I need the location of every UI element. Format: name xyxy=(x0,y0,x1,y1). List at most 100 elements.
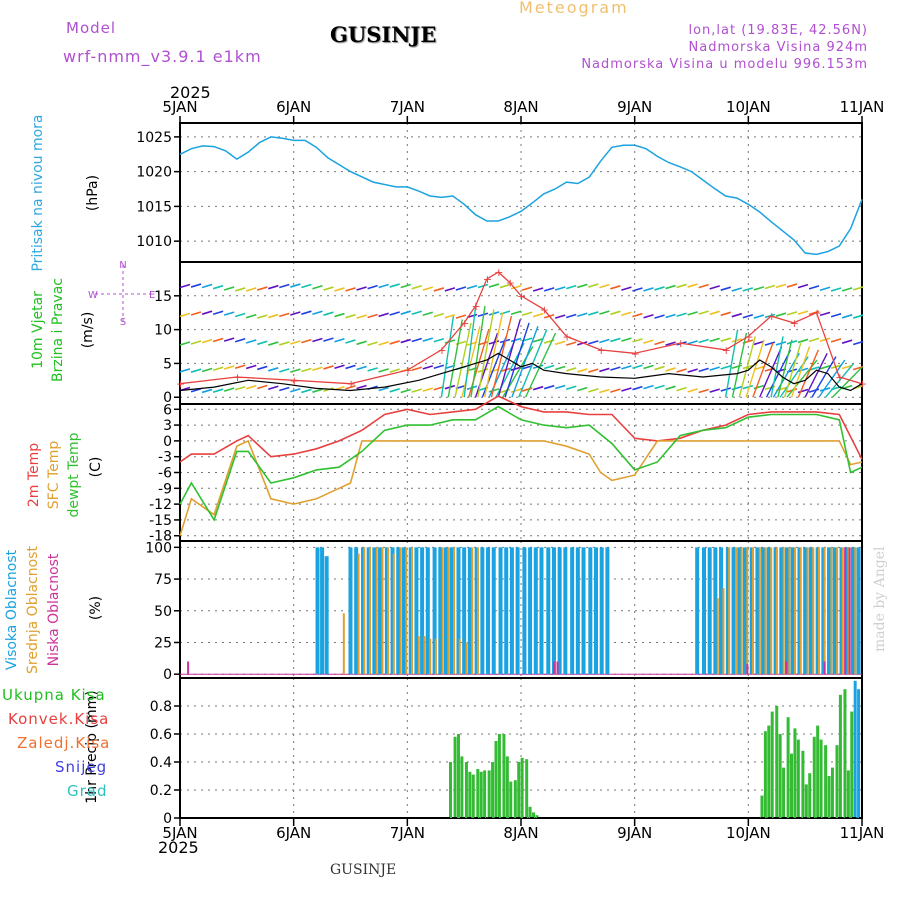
wind-barb xyxy=(577,341,588,346)
gust-marker: + xyxy=(403,364,412,377)
cloud-bar-0 xyxy=(498,547,503,675)
y-tick-label: 0.6 xyxy=(150,727,172,743)
x-tick-label-bottom: 9JAN xyxy=(617,824,652,842)
wind-barb xyxy=(440,315,455,398)
wind-barb xyxy=(279,341,290,346)
wind-barb xyxy=(323,311,334,316)
cloud-bar-0 xyxy=(378,547,383,675)
pressure-axis-label: Pritisak na nivou mora xyxy=(30,114,46,271)
x-tick-label-top: 6JAN xyxy=(276,98,311,116)
cloud-bar-1 xyxy=(764,547,767,675)
precip-bar xyxy=(517,762,521,818)
wind-barb xyxy=(643,339,654,344)
wind-barb xyxy=(742,314,754,319)
cloud-bar-1 xyxy=(836,547,839,675)
cloud-bar-1 xyxy=(806,547,809,675)
precip-bar xyxy=(464,762,468,818)
cloud-bar-1 xyxy=(847,547,850,675)
cloud-bar-2 xyxy=(823,661,826,675)
wind-barb xyxy=(290,388,301,393)
cloud-bar-0 xyxy=(401,547,406,675)
cloud-bar-0 xyxy=(742,547,747,675)
cloud-bar-0 xyxy=(695,547,700,675)
wind-barb xyxy=(190,311,202,316)
wind-barb xyxy=(411,366,422,371)
y-tick-label: 0.2 xyxy=(150,783,172,799)
y-tick-label: 10 xyxy=(154,323,172,339)
wind-barb xyxy=(841,287,853,292)
wind-barb xyxy=(599,338,610,344)
wind-barb xyxy=(770,336,784,398)
cloud-bar-0 xyxy=(725,547,730,675)
wind-barb xyxy=(378,386,389,392)
wind-barb xyxy=(566,367,577,372)
cloud-bar-0 xyxy=(486,547,491,675)
wind-barb xyxy=(554,340,566,346)
wind-barb xyxy=(852,340,864,346)
wind-barb xyxy=(698,367,709,373)
wind-barb xyxy=(532,385,544,391)
precip-bar xyxy=(513,780,517,818)
wind-unit-label: (m/s) xyxy=(80,312,96,349)
precip-bar xyxy=(760,795,764,818)
wind-barb xyxy=(745,339,765,398)
wind-barb xyxy=(279,312,290,318)
wind-barb xyxy=(841,314,853,319)
wind-barb xyxy=(808,310,820,316)
wind-barb xyxy=(621,365,632,370)
wind-barb xyxy=(698,310,709,315)
wind-barb xyxy=(577,312,588,318)
wind-barb xyxy=(234,386,246,391)
gust-marker: + xyxy=(767,310,776,323)
wind-barb xyxy=(454,322,472,398)
precip-bar xyxy=(520,757,524,818)
wind-barb xyxy=(654,365,665,371)
wind-barb xyxy=(524,332,557,398)
cloud-bar-0 xyxy=(797,547,802,675)
cloud-bar-0 xyxy=(773,547,778,675)
precip-bar xyxy=(528,806,532,818)
wind-barb xyxy=(367,313,378,319)
temp-2m-axis-label: 2m Temp xyxy=(26,443,42,507)
wind-barb xyxy=(301,367,312,373)
wind-barb xyxy=(345,339,356,344)
wind-barb xyxy=(797,283,809,289)
cloud-bar-1 xyxy=(752,547,755,675)
y-tick-label: 5 xyxy=(163,356,172,372)
wind-barb xyxy=(852,314,864,319)
precip-bar xyxy=(505,756,509,818)
temp-unit-label: (C) xyxy=(88,457,104,478)
wind-barb xyxy=(831,366,863,398)
cloud-bar-0 xyxy=(821,547,826,675)
cloud-bar-0 xyxy=(803,547,808,675)
precip-legend-4: Grad xyxy=(67,782,108,800)
precip-bar xyxy=(453,736,457,818)
cloud-bar-0 xyxy=(563,547,568,675)
cloud-bar-0 xyxy=(456,547,461,675)
wind-barb xyxy=(566,284,577,290)
wind-barb xyxy=(279,368,290,373)
cloud-bar-0 xyxy=(467,547,472,675)
cloud-bar-0 xyxy=(384,547,389,675)
wind-barb xyxy=(245,287,257,292)
wind-barb xyxy=(610,388,621,393)
wind-barb xyxy=(422,337,434,342)
pressure-line xyxy=(179,136,863,256)
wind-barb xyxy=(724,329,739,398)
wind-barb xyxy=(411,310,422,316)
wind-barb xyxy=(610,310,621,316)
wind-barb xyxy=(786,283,798,288)
cloud-bar-0 xyxy=(605,547,610,675)
wind-barb xyxy=(532,312,544,318)
wind-barb xyxy=(599,388,610,394)
wind-barb xyxy=(775,341,787,346)
wind-barb xyxy=(290,368,301,373)
cloud-bar-0 xyxy=(588,547,593,675)
cloud-bar-1 xyxy=(812,547,815,675)
cloud-bar-0 xyxy=(348,547,353,675)
wind-barb xyxy=(234,287,246,292)
y-tick-label: 1020 xyxy=(136,165,172,181)
wind-axis-label-2: Brzina i Pravac xyxy=(50,278,66,382)
cloud-bar-1 xyxy=(775,547,778,675)
